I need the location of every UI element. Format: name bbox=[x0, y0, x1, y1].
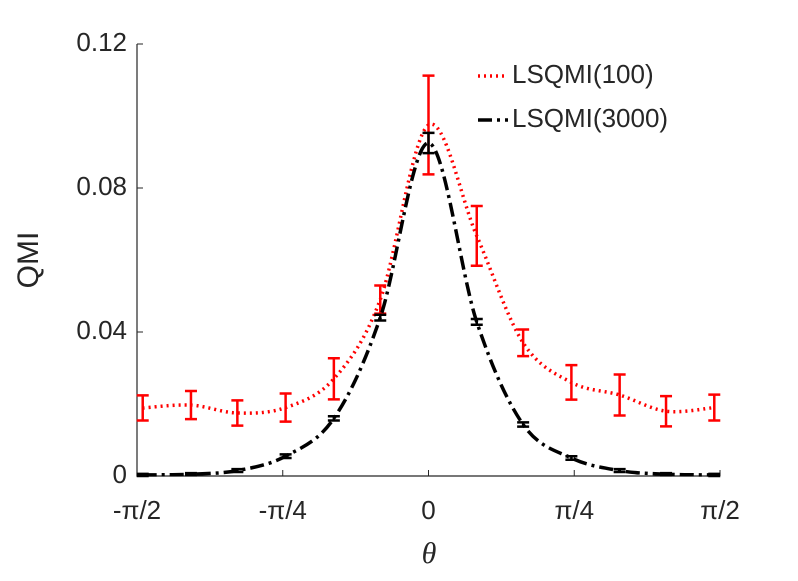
error-bar bbox=[708, 472, 721, 478]
error-bar bbox=[231, 399, 244, 427]
error-bar bbox=[374, 313, 387, 322]
error-bar bbox=[517, 421, 530, 428]
error-bar bbox=[231, 467, 244, 474]
x-tick-label: -π/2 bbox=[113, 495, 161, 525]
error-bar bbox=[565, 363, 578, 401]
error-bar bbox=[327, 357, 340, 401]
error-bar bbox=[327, 414, 340, 422]
x-tick-label: π/2 bbox=[700, 495, 740, 525]
x-tick-label: 0 bbox=[421, 495, 435, 525]
error-bar bbox=[708, 393, 721, 422]
error-bar bbox=[613, 467, 626, 474]
error-bar bbox=[660, 471, 673, 477]
error-bar bbox=[136, 394, 149, 422]
x-tick-label: π/4 bbox=[554, 495, 594, 525]
y-tick-label: 0.04 bbox=[76, 315, 127, 345]
x-axis-label: θ bbox=[422, 537, 437, 570]
error-bar bbox=[517, 328, 530, 358]
error-bar bbox=[136, 472, 149, 478]
error-bar bbox=[565, 454, 578, 462]
y-tick-label: 0 bbox=[113, 459, 127, 489]
error-bar bbox=[279, 392, 292, 423]
y-axis-label: QMI bbox=[12, 232, 45, 289]
error-bar bbox=[470, 204, 483, 268]
x-tick-label: -π/4 bbox=[259, 495, 307, 525]
error-bar bbox=[470, 317, 483, 327]
error-bar bbox=[184, 471, 197, 477]
error-bar bbox=[184, 389, 197, 421]
error-bar bbox=[660, 394, 673, 428]
error-bar bbox=[613, 373, 626, 417]
error-bar bbox=[422, 74, 435, 176]
error-bar bbox=[279, 453, 292, 460]
error-bar bbox=[422, 131, 435, 155]
series-line bbox=[142, 141, 715, 477]
legend-label: LSQMI(3000) bbox=[512, 103, 668, 133]
y-tick-label: 0.12 bbox=[76, 27, 127, 57]
legend-label: LSQMI(100) bbox=[512, 59, 654, 89]
y-tick-label: 0.08 bbox=[76, 171, 127, 201]
